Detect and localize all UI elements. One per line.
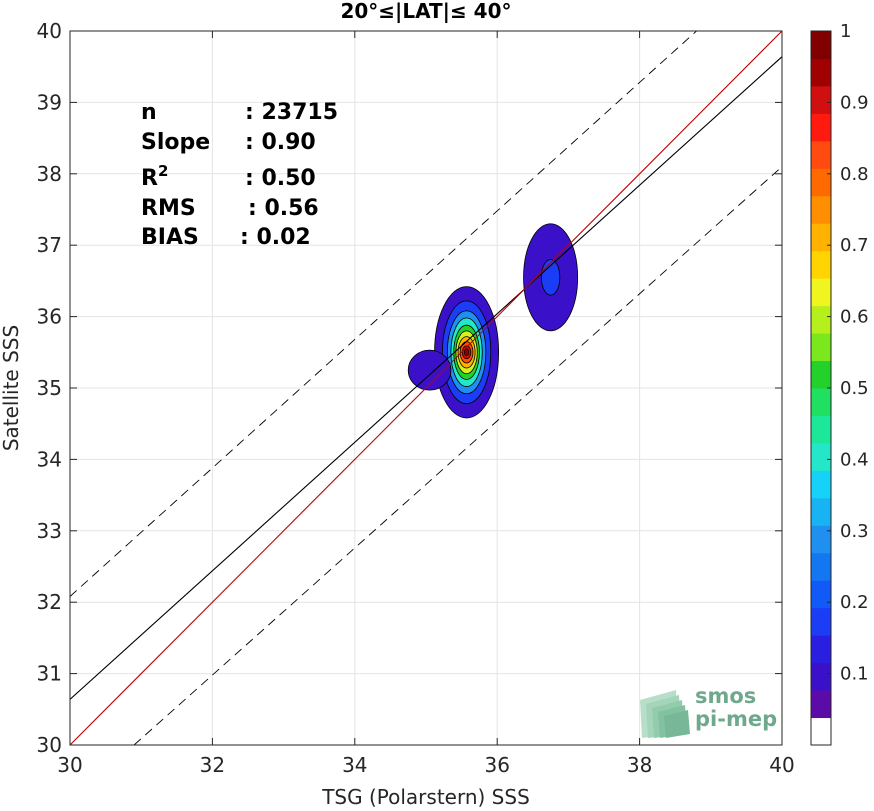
y-axis-label: Satellite SSS [0,325,23,451]
stat-value: : 0.50 [245,166,316,191]
y-tick-label: 34 [37,447,62,471]
stat-value: : 0.56 [248,196,319,221]
colorbar-tick-label: 0.2 [840,592,869,613]
x-tick-label: 34 [342,753,367,777]
colorbar-segment [811,552,831,581]
colorbar-tick-label: 0.4 [840,449,869,470]
y-tick-label: 38 [37,162,62,186]
y-tick-labels: 30 31 32 33 34 35 36 37 38 39 40 [37,19,62,757]
y-tick-label: 30 [37,733,62,757]
logo-graphic [640,690,690,738]
colorbar-segment [811,140,831,169]
logo-text-pi-mep: pi-mep [695,707,777,731]
colorbar-segment [811,388,831,416]
reference-line-layer [70,31,782,745]
y-tick-label: 40 [37,19,62,43]
colorbar-segment [811,305,831,334]
colorbar-tick-labels: 0.1 0.2 0.3 0.4 0.5 0.6 0.7 0.8 0.9 1 [827,21,869,685]
colorbar-segment [811,607,831,636]
colorbar-tick-label: 0.5 [840,378,869,399]
logo-text-smos: smos [695,684,756,708]
y-tick-label: 31 [37,662,62,686]
reference-lines [70,31,782,745]
y-tick-label: 32 [37,590,62,614]
colorbar [810,30,832,746]
colorbar-segment [811,250,831,279]
stat-label: Slope [141,130,210,155]
axes-frame [69,30,783,746]
colorbar-segment [811,113,831,142]
colorbar-tick-label: 0.1 [840,664,869,685]
density-contours [407,223,579,419]
stat-label: BIAS [141,225,199,250]
colorbar-tick-label: 0.3 [840,521,869,542]
y-tick-label: 36 [37,305,62,329]
stat-value: : 0.02 [240,225,311,250]
colorbar-segment [811,470,831,499]
colorbar-segment [811,497,831,526]
y-tick-label: 39 [37,90,62,114]
x-tick-labels: 30 32 34 36 38 40 [57,753,794,777]
stat-label: RMS [141,196,196,221]
chart-title: 20°≤|LAT|≤ 40° [340,0,511,23]
colorbar-segment [811,223,831,252]
stat-value: : 23715 [245,100,338,125]
colorbar-tick-label: 1 [840,21,851,42]
contour-layer [407,223,579,419]
colorbar-segment [811,717,831,746]
x-tick-label: 36 [484,753,509,777]
colorbar-segment [811,168,831,197]
colorbar-segment [811,415,831,444]
y-tick-label: 33 [37,519,62,543]
colorbar-tick-label: 0.8 [840,164,869,185]
colorbar-segment [811,85,831,114]
colorbar-segment [811,635,831,664]
x-tick-label: 38 [627,753,652,777]
stat-value: : 0.90 [245,130,316,155]
density-contour-0.1 [407,349,452,391]
colorbar-segment [811,525,831,554]
colorbar-tick-label: 0.7 [840,235,869,256]
upper-bound-dashed-line [70,31,698,597]
colorbar-segment [811,442,831,471]
colorbar-segment [811,31,831,59]
regression-line [70,56,782,700]
colorbar-segment [811,662,831,691]
x-axis-label: TSG (Polarstern) SSS [321,785,530,809]
logo-wave-layer [664,710,690,738]
colorbar-tick-label: 0.6 [840,307,869,328]
one-to-one-line [70,31,782,745]
colorbar-segment [811,333,831,362]
y-tick-label: 37 [37,233,62,257]
x-tick-label: 40 [769,753,794,777]
lower-bound-dashed-line [133,166,782,745]
colorbar-tick-label: 0.9 [840,92,869,113]
grid-lines [69,30,783,746]
y-tick-label: 35 [37,376,62,400]
colorbar-segment [811,278,831,307]
colorbar-segment [811,690,831,719]
colorbar-segment [811,580,831,609]
colorbar-segment [811,360,831,389]
colorbar-segment [811,58,831,87]
stat-label-superscript: 2 [158,162,168,180]
density-contour-1 [464,348,470,357]
colorbar-segment [811,195,831,224]
x-tick-label: 30 [57,753,82,777]
stat-label: n [141,100,157,125]
x-tick-label: 32 [200,753,225,777]
